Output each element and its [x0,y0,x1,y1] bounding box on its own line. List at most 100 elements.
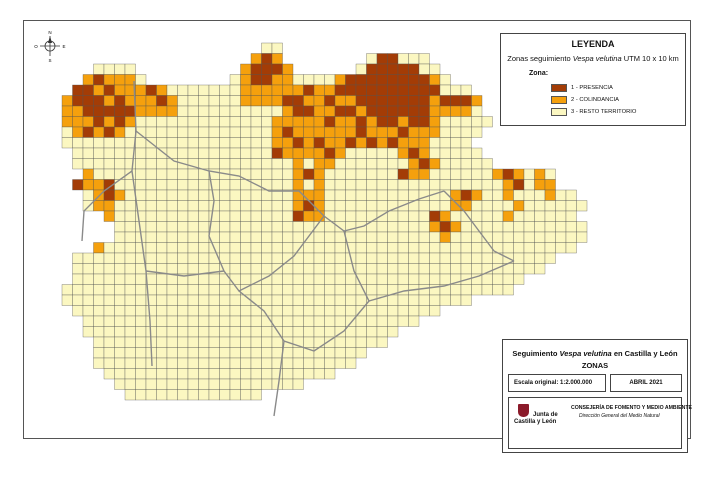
utm-grid-cell [376,53,388,65]
utm-grid-cell [439,137,451,149]
utm-grid-cell [124,105,136,117]
utm-grid-cell [513,200,525,212]
utm-grid-cell [292,326,304,338]
province-border-line [208,170,325,292]
utm-grid-cell [114,137,126,149]
utm-grid-cell [177,200,189,212]
utm-grid-cell [82,252,94,264]
utm-grid-cell [334,336,346,348]
utm-grid-cell [219,126,231,138]
utm-grid-cell [429,263,441,275]
utm-grid-cell [156,273,168,285]
utm-grid-cell [103,347,115,359]
utm-grid-cell [397,315,409,327]
utm-grid-cell [229,147,241,159]
utm-grid-cell [282,126,294,138]
utm-grid-cell [303,294,315,306]
utm-grid-cell [166,389,178,401]
utm-grid-cell [82,116,94,128]
utm-grid-cell [198,189,210,201]
utm-grid-cell [103,263,115,275]
utm-grid-cell [471,126,483,138]
utm-grid-cell [198,305,210,317]
utm-grid-cell [156,116,168,128]
utm-grid-cell [544,189,556,201]
utm-grid-cell [114,242,126,254]
utm-grid-cell [229,105,241,117]
utm-grid-cell [292,84,304,96]
utm-grid-cell [345,126,357,138]
utm-grid-cell [408,116,420,128]
utm-grid-cell [93,284,105,296]
utm-grid-cell [303,326,315,338]
utm-grid-cell [187,84,199,96]
utm-grid-cell [187,252,199,264]
utm-grid-cell [240,378,252,390]
utm-grid-cell [366,116,378,128]
scale-text: Escala original: 1:2.000.000 [514,380,593,386]
utm-grid-cell [429,200,441,212]
utm-grid-cell [198,221,210,233]
utm-grid-cell [229,189,241,201]
utm-grid-cell [513,221,525,233]
utm-grid-cell [544,179,556,191]
utm-grid-cell [156,84,168,96]
utm-grid-cell [93,137,105,149]
utm-grid-cell [114,105,126,117]
utm-grid-cell [355,336,367,348]
utm-grid-cell [355,326,367,338]
utm-grid-cell [355,200,367,212]
utm-grid-cell [408,305,420,317]
utm-grid-cell [408,231,420,243]
utm-grid-cell [219,252,231,264]
utm-grid-cell [271,53,283,65]
utm-grid-cell [240,315,252,327]
utm-grid-cell [135,336,147,348]
utm-grid-cell [187,336,199,348]
utm-grid-cell [471,158,483,170]
utm-grid-cell [324,231,336,243]
utm-grid-cell [229,336,241,348]
utm-grid-cell [324,252,336,264]
utm-grid-cell [250,210,262,222]
utm-grid-cell [156,347,168,359]
utm-grid-cell [355,158,367,170]
utm-grid-cell [145,95,157,107]
utm-grid-cell [240,147,252,159]
utm-grid-cell [72,252,84,264]
utm-grid-cell [481,116,493,128]
utm-grid-cell [156,189,168,201]
title-block: Seguimiento Vespa velutina en Castilla y… [502,339,692,453]
utm-grid-cell [292,284,304,296]
utm-grid-cell [460,84,472,96]
utm-grid-cell [229,200,241,212]
utm-grid-cell [387,137,399,149]
utm-grid-cell [355,74,367,86]
utm-grid-cell [124,357,136,369]
utm-grid-cell [93,357,105,369]
utm-grid-cell [166,294,178,306]
utm-grid-cell [460,126,472,138]
utm-grid-cell [250,137,262,149]
utm-grid-cell [366,84,378,96]
utm-grid-cell [145,179,157,191]
utm-grid-cell [345,74,357,86]
utm-grid-cell [240,105,252,117]
utm-grid-cell [124,378,136,390]
utm-grid-cell [103,252,115,264]
utm-grid-cell [292,210,304,222]
utm-grid-cell [366,158,378,170]
map-frame: N S O E LEYENDA Zonas seguimiento Vespa … [23,20,692,453]
utm-grid-cell [166,284,178,296]
utm-grid-cell [282,357,294,369]
utm-grid-cell [187,305,199,317]
utm-grid-cell [72,263,84,275]
utm-grid-cell [408,252,420,264]
utm-grid-cell [418,116,430,128]
utm-grid-cell [114,263,126,275]
utm-grid-cell [261,84,273,96]
utm-grid-cell [334,347,346,359]
utm-grid-cell [177,242,189,254]
utm-grid-cell [408,168,420,180]
utm-grid-cell [555,210,567,222]
